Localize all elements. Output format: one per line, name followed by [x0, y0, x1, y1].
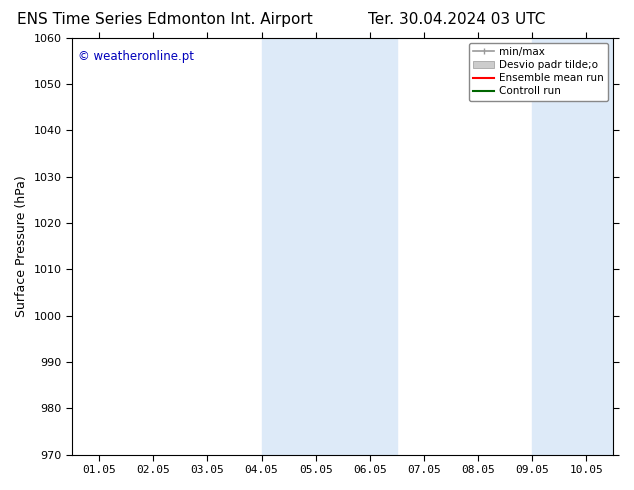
Text: © weatheronline.pt: © weatheronline.pt [77, 50, 193, 63]
Bar [532, 38, 614, 455]
Legend: min/max, Desvio padr tilde;o, Ensemble mean run, Controll run: min/max, Desvio padr tilde;o, Ensemble m… [469, 43, 608, 100]
Bar [262, 38, 397, 455]
Text: ENS Time Series Edmonton Int. Airport: ENS Time Series Edmonton Int. Airport [17, 12, 313, 27]
Y-axis label: Surface Pressure (hPa): Surface Pressure (hPa) [15, 175, 28, 317]
Text: Ter. 30.04.2024 03 UTC: Ter. 30.04.2024 03 UTC [368, 12, 545, 27]
